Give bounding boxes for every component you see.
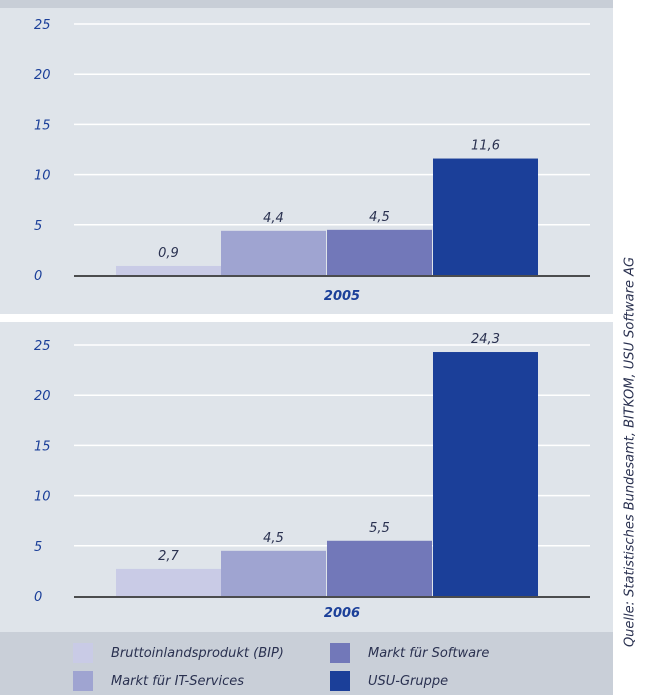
- legend-label-bip: Bruttoinlandsprodukt (BIP): [111, 645, 284, 661]
- chart-panel-2005: 0 5 10 15 20 25 0,9 4,4 4,5 11,6 2005: [0, 0, 613, 314]
- top-strip: [0, 0, 613, 8]
- y-tick-label: 0: [34, 269, 42, 284]
- legend-item-software: Markt für Software: [330, 643, 489, 663]
- data-label: 11,6: [471, 139, 500, 154]
- chart-panel-2006: 0 5 10 15 20 25 2,7 4,5 5,5 24,3 2006: [0, 322, 613, 632]
- legend-swatch-software: [330, 643, 350, 663]
- y-tick-label: 0: [34, 590, 42, 605]
- y-tick-label: 10: [34, 169, 51, 184]
- chart-2006: 0 5 10 15 20 25 2,7 4,5 5,5 24,3 2006: [34, 332, 590, 621]
- bar: [327, 229, 432, 275]
- legend-swatch-it-services: [73, 671, 93, 691]
- data-label: 4,4: [263, 211, 284, 226]
- legend-swatch-usu: [330, 671, 350, 691]
- y-tick-label: 15: [34, 439, 51, 454]
- legend-label-usu: USU-Gruppe: [368, 673, 449, 689]
- data-label: 4,5: [369, 210, 390, 225]
- panel-gap: [0, 314, 613, 322]
- x-axis-label: 2006: [324, 606, 360, 621]
- source-column: Quelle: Statistisches Bundesamt, BITKOM,…: [613, 0, 647, 695]
- source-note: Quelle: Statistisches Bundesamt, BITKOM,…: [622, 256, 638, 648]
- data-label: 24,3: [471, 332, 500, 347]
- y-tick-label: 25: [34, 339, 51, 354]
- x-axis-label: 2005: [324, 289, 360, 304]
- legend-item-it-services: Markt für IT-Services: [73, 671, 244, 691]
- legend-item-bip: Bruttoinlandsprodukt (BIP): [73, 643, 284, 663]
- legend-label-it-services: Markt für IT-Services: [111, 673, 245, 689]
- bar: [116, 568, 221, 596]
- bar: [221, 230, 326, 275]
- bar: [433, 158, 538, 275]
- legend: Bruttoinlandsprodukt (BIP) Markt für Sof…: [0, 632, 613, 695]
- bar: [327, 540, 432, 596]
- y-tick-label: 5: [34, 219, 42, 234]
- data-label: 4,5: [263, 531, 284, 546]
- data-label: 5,5: [369, 521, 390, 536]
- y-tick-label: 20: [34, 68, 51, 83]
- bar: [221, 550, 326, 596]
- legend-label-software: Markt für Software: [368, 645, 490, 661]
- y-tick-label: 15: [34, 118, 51, 133]
- legend-item-usu: USU-Gruppe: [330, 671, 448, 691]
- legend-swatch-bip: [73, 643, 93, 663]
- bar: [433, 352, 538, 596]
- y-tick-label: 5: [34, 540, 42, 555]
- data-label: 0,9: [158, 246, 179, 261]
- chart-2005: 0 5 10 15 20 25 0,9 4,4 4,5 11,6 2005: [34, 18, 590, 304]
- data-label: 2,7: [158, 549, 179, 564]
- bar: [116, 265, 221, 275]
- y-tick-label: 25: [34, 18, 51, 33]
- y-tick-label: 10: [34, 490, 51, 505]
- y-tick-label: 20: [34, 389, 51, 404]
